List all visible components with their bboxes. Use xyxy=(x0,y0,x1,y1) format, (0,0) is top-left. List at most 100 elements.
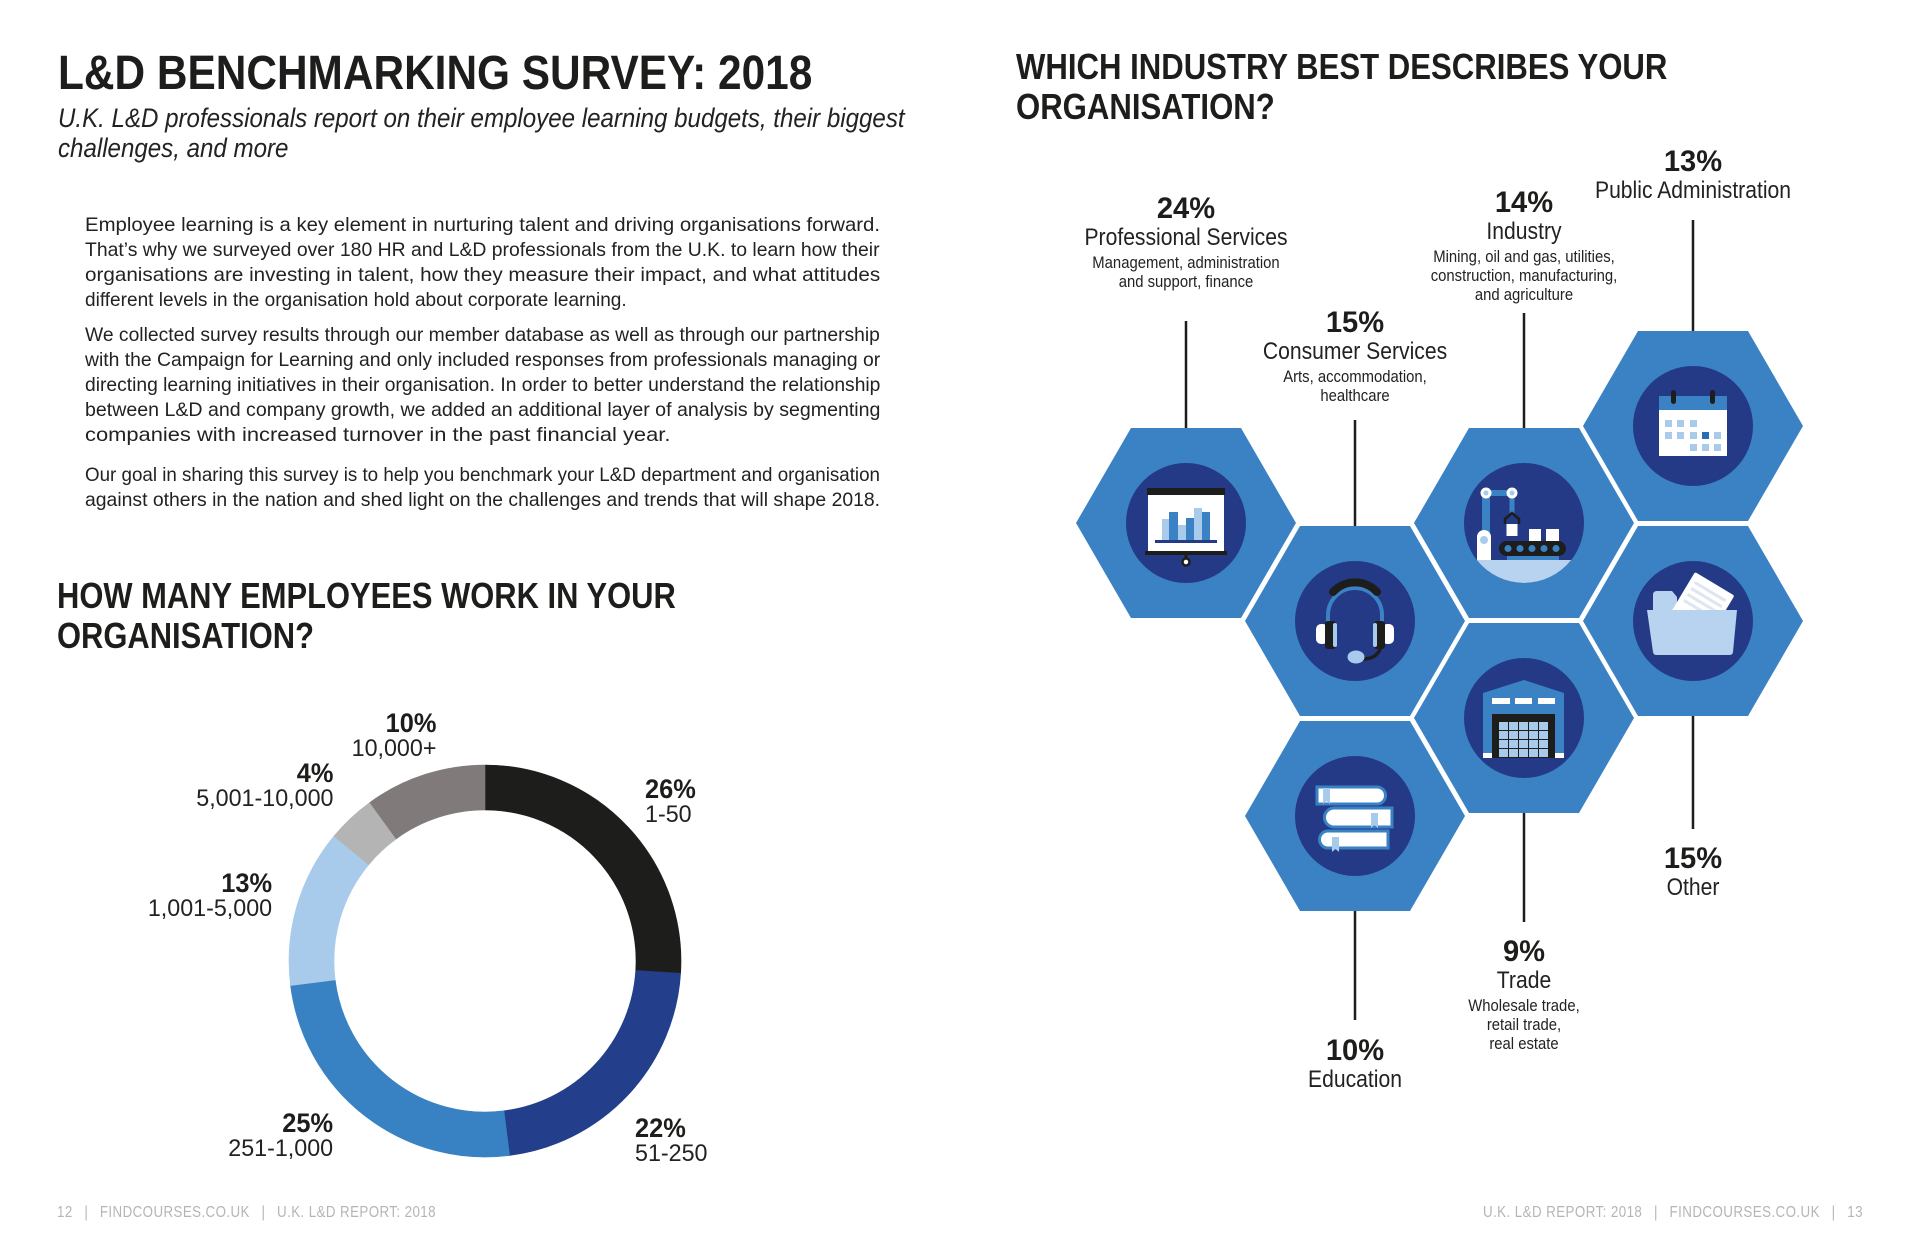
paragraph-line: Employee learning is a key element in nu… xyxy=(85,213,881,236)
donut-label-value: 10% xyxy=(385,707,436,738)
industry-value: 13% xyxy=(1663,145,1723,178)
description-line: retail trade, xyxy=(1486,1015,1562,1034)
subtitle-line: challenges, and more xyxy=(58,132,289,163)
hex-trade xyxy=(1414,623,1634,813)
folder-icon xyxy=(1647,572,1737,655)
hex-consumer-services xyxy=(1245,526,1465,716)
industry-name: Trade xyxy=(1496,967,1552,994)
paragraph-line: Our goal in sharing this survey is to he… xyxy=(85,463,880,486)
industry-label-trade: 9% Trade Wholesale trade, retail trade, … xyxy=(1344,937,1704,1054)
industry-label-professional-services: 24% Professional Services Management, ad… xyxy=(1006,194,1366,292)
description-line: Arts, accommodation, xyxy=(1283,367,1427,386)
donut-label-value: 22% xyxy=(635,1112,686,1143)
paragraph-line: We collected survey results through our … xyxy=(85,323,880,346)
industry-value: 14% xyxy=(1494,186,1554,219)
paragraph-line: companies with increased turnover in the… xyxy=(85,423,671,446)
footer-site: FINDCOURSES.CO.UK xyxy=(99,1204,250,1221)
paragraph-line: with the Campaign for Learning and only … xyxy=(85,348,881,371)
footer-right: U.K. L&D REPORT: 2018 | FINDCOURSES.CO.UK |… xyxy=(1483,1205,1863,1221)
page-number: 12 xyxy=(57,1204,73,1221)
warehouse-icon xyxy=(1483,680,1564,758)
paragraph-line: organisations are investing in talent, h… xyxy=(85,263,881,286)
donut-label-251-1000: 25% 251-1,000 xyxy=(225,1107,333,1162)
industry-label-education: 10% Education xyxy=(1175,1036,1535,1092)
description-line: healthcare xyxy=(1320,386,1390,405)
donut-label-category: 5,001-10,000 xyxy=(195,784,333,812)
subtitle-line: U.K. L&D professionals report on their e… xyxy=(58,102,905,133)
donut-label-category: 51-250 xyxy=(635,1139,708,1167)
footer-report: U.K. L&D REPORT: 2018 xyxy=(277,1204,436,1221)
donut-label-5001-10000: 4% 5,001-10,000 xyxy=(192,757,333,812)
industry-description: Wholesale trade, retail trade, real esta… xyxy=(1344,997,1704,1054)
industry-label-consumer-services: 15% Consumer Services Arts, accommodatio… xyxy=(1175,308,1535,406)
donut-label-category: 10,000+ xyxy=(351,734,436,762)
donut-label-category: 1,001-5,000 xyxy=(147,894,272,922)
industry-value: 9% xyxy=(1502,935,1546,968)
paragraph-line: different levels in the organisation hol… xyxy=(85,288,627,311)
robot-arm-icon xyxy=(1476,487,1572,583)
footer-report: U.K. L&D REPORT: 2018 xyxy=(1483,1204,1643,1221)
industry-name: Professional Services xyxy=(1084,224,1288,251)
industry-label-industry: 14% Industry Mining, oil and gas, utilit… xyxy=(1344,188,1704,305)
donut-slice-10-000-plus xyxy=(369,764,486,840)
heading-line: HOW MANY EMPLOYEES WORK IN YOUR xyxy=(57,575,676,616)
headset-icon xyxy=(1316,578,1394,664)
hex-other xyxy=(1583,526,1803,716)
donut-label-value: 26% xyxy=(645,773,696,804)
description-line: and agriculture xyxy=(1474,285,1574,304)
paragraph-line: directing learning initiatives in their … xyxy=(85,373,881,396)
donut-label-value: 4% xyxy=(296,757,333,788)
industry-value: 15% xyxy=(1663,842,1723,875)
heading-line: ORGANISATION? xyxy=(1016,86,1275,127)
paragraph-line: against others in the nation and shed li… xyxy=(85,488,881,511)
description-line: Management, administration xyxy=(1092,253,1280,272)
icon-circle xyxy=(1295,561,1415,681)
footer-separator: | xyxy=(1654,1204,1658,1221)
donut-label-value: 13% xyxy=(221,867,272,898)
industry-value: 24% xyxy=(1156,192,1216,225)
hex-public-administration xyxy=(1583,331,1803,521)
industry-name: Public Administration xyxy=(1594,177,1792,204)
description-line: Mining, oil and gas, utilities, xyxy=(1433,247,1615,266)
donut-label-51-250: 22% 51-250 xyxy=(635,1112,710,1167)
donut-label-1001-5000: 13% 1,001-5,000 xyxy=(144,867,272,922)
donut-chart xyxy=(288,764,682,1158)
donut-label-category: 251-1,000 xyxy=(228,1134,333,1162)
description-line: Wholesale trade, xyxy=(1468,996,1580,1015)
donut-label-value: 25% xyxy=(282,1107,333,1138)
industry-value: 10% xyxy=(1325,1034,1385,1067)
footer-separator: | xyxy=(261,1204,266,1221)
page-number: 13 xyxy=(1847,1204,1863,1221)
description-line: construction, manufacturing, xyxy=(1430,266,1618,285)
heading-line: WHICH INDUSTRY BEST DESCRIBES YOUR xyxy=(1016,46,1668,87)
industry-label-other: 15% Other xyxy=(1513,844,1873,900)
industry-name: Consumer Services xyxy=(1262,338,1448,365)
heading-line: ORGANISATION? xyxy=(57,615,314,656)
footer-site: FINDCOURSES.CO.UK xyxy=(1669,1204,1821,1221)
hex-industry xyxy=(1414,428,1634,618)
donut-label-1-50: 26% 1-50 xyxy=(645,773,699,828)
connector-lines xyxy=(1184,220,1695,1020)
books-icon xyxy=(1315,785,1394,852)
industry-name: Other xyxy=(1666,874,1720,901)
industry-description: Management, administration and support, … xyxy=(1006,254,1366,292)
donut-label-category: 1-50 xyxy=(645,800,692,828)
paragraph-line: between L&D and company growth, we added… xyxy=(85,398,881,421)
calendar-icon xyxy=(1659,390,1727,456)
industry-name: Industry xyxy=(1486,218,1562,245)
industry-description: Mining, oil and gas, utilities, construc… xyxy=(1344,248,1704,305)
industry-value: 15% xyxy=(1325,306,1385,339)
industry-label-public-administration: 13% Public Administration xyxy=(1513,147,1873,203)
industry-description: Arts, accommodation, healthcare xyxy=(1175,368,1535,406)
description-line: real estate xyxy=(1489,1034,1559,1053)
hex-education xyxy=(1245,721,1465,911)
page-title: L&D BENCHMARKING SURVEY: 2018 xyxy=(58,47,813,100)
presentation-chart-icon xyxy=(1145,488,1227,567)
hex-professional-services xyxy=(1076,428,1296,618)
description-line: and support, finance xyxy=(1118,272,1254,291)
footer-left: 12 | FINDCOURSES.CO.UK | U.K. L&D REPORT: 20… xyxy=(57,1205,436,1221)
donut-label-10000-plus: 10% 10,000+ xyxy=(349,707,436,762)
